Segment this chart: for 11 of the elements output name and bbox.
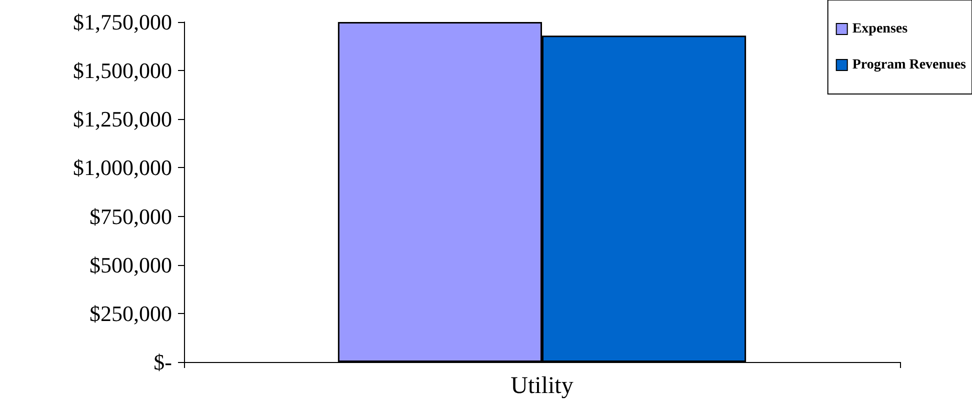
x-tick-label: Utility bbox=[510, 373, 574, 399]
y-tick-label: $- bbox=[154, 350, 172, 374]
y-tick-label: $1,250,000 bbox=[73, 106, 172, 132]
y-tick-label: $1,500,000 bbox=[73, 58, 172, 84]
y-tick-label: $250,000 bbox=[90, 300, 172, 326]
y-tick-label: $1,750,000 bbox=[73, 10, 172, 34]
y-tick-label: $500,000 bbox=[90, 252, 172, 278]
y-tick-label: $1,000,000 bbox=[73, 155, 172, 180]
legend-label: Program Revenues bbox=[852, 58, 967, 72]
legend-label: Expenses bbox=[852, 22, 908, 36]
y-tick-label: $750,000 bbox=[90, 204, 172, 229]
